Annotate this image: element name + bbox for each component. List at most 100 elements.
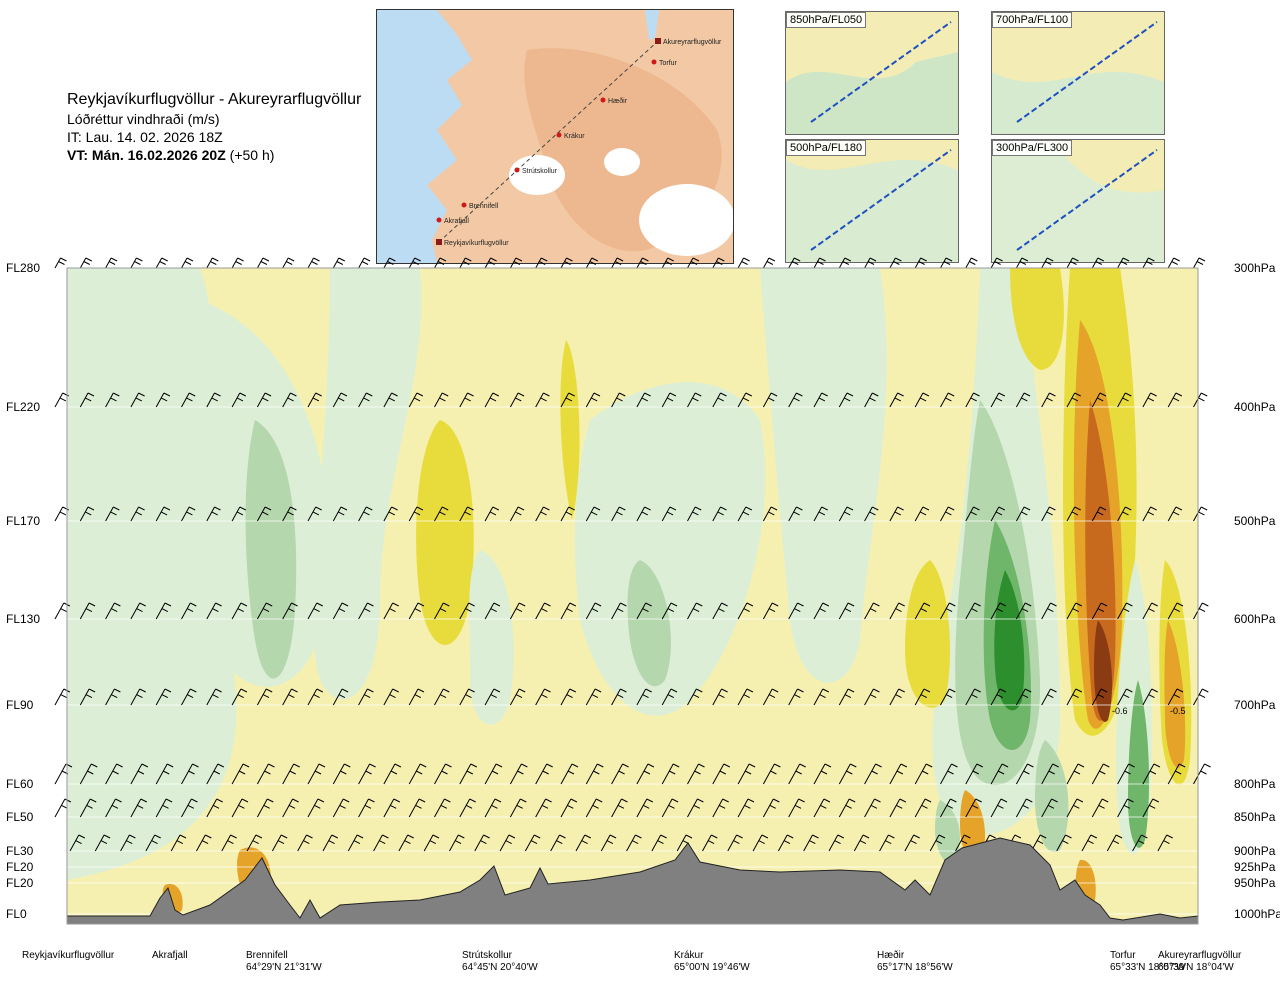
wind-barb <box>206 257 219 269</box>
thumbnail-500hpa[interactable]: 500hPa/FL180 <box>785 139 959 263</box>
flight-level-label: FL20 <box>6 876 34 890</box>
wind-barb <box>1066 763 1085 785</box>
wind-barb <box>434 602 450 620</box>
wind-barb <box>762 798 780 818</box>
wind-barb <box>256 688 273 706</box>
wind-barb <box>196 834 212 852</box>
wind-barb <box>434 392 449 408</box>
wind-barb <box>1117 798 1134 818</box>
location-coordinate: 64°45'N 20°40'W <box>462 962 538 973</box>
wind-barb <box>54 798 72 818</box>
wind-barb <box>206 602 222 620</box>
value-annotations: -0.6 -0.5 <box>1112 706 1186 716</box>
wind-barb <box>181 688 197 706</box>
fjord-north <box>645 10 659 40</box>
wind-barb <box>585 257 599 269</box>
wind-barb <box>940 392 955 408</box>
location-label: Akrafjall <box>152 950 188 962</box>
wind-barb <box>1157 834 1173 852</box>
wind-barb <box>737 506 753 522</box>
wind-barb <box>1066 392 1081 408</box>
wind-barb <box>585 506 601 522</box>
wind-barb <box>560 392 575 408</box>
wind-barb <box>484 392 500 408</box>
wind-barbs <box>54 257 1211 852</box>
wind-barb <box>130 763 149 785</box>
route-waypoint: Akrafjall <box>436 217 469 225</box>
thumbnail-850hpa[interactable]: 850hPa/FL050 <box>785 11 959 135</box>
location-name: Akrafjall <box>152 950 188 961</box>
wind-barb <box>1167 257 1180 269</box>
wind-barb <box>79 257 93 269</box>
wind-barb <box>687 688 703 706</box>
wind-barb <box>358 602 374 620</box>
wind-barb <box>105 688 121 706</box>
wind-barb <box>889 506 904 522</box>
wind-barb <box>1106 834 1123 852</box>
waypoint-label: Torfur <box>659 60 678 67</box>
velocity-contour <box>760 268 887 683</box>
wind-barb <box>687 602 703 620</box>
wind-barb <box>231 763 250 785</box>
wind-barb <box>332 798 350 818</box>
location-coordinate: 65°00'N 19°46'W <box>674 962 750 973</box>
wind-barb <box>130 602 146 620</box>
thumb-route <box>1016 21 1158 123</box>
wind-barb <box>737 392 753 408</box>
wind-barb <box>661 688 678 706</box>
wind-barb <box>788 798 805 818</box>
wind-barb <box>434 506 449 522</box>
wind-barb <box>206 688 222 706</box>
thumbnail-700hpa[interactable]: 700hPa/FL100 <box>991 11 1165 135</box>
wind-barb <box>332 763 351 785</box>
wind-barb <box>206 506 221 522</box>
wind-barb <box>904 834 920 852</box>
wind-barb <box>408 257 421 269</box>
wind-barb <box>459 602 475 620</box>
location-label: Strútskollur 64°45'N 20°40'W <box>462 950 538 974</box>
wind-barb <box>332 392 348 408</box>
wind-barb <box>1041 688 1057 706</box>
wind-barb <box>864 688 880 706</box>
wind-barb <box>130 392 145 408</box>
wind-barb <box>155 602 172 620</box>
wind-barb <box>1142 798 1160 818</box>
wind-barb <box>813 257 826 269</box>
wind-barb <box>1091 602 1108 620</box>
wind-barb <box>889 798 907 818</box>
wind-barb <box>914 257 927 269</box>
wind-barb <box>206 798 223 818</box>
location-name: Akureyrarflugvöllur <box>1158 950 1242 961</box>
wind-barb <box>1066 257 1079 269</box>
glacier-vatnajokull <box>639 184 733 256</box>
thumbnail-300hpa[interactable]: 300hPa/FL300 <box>991 139 1165 263</box>
wind-barb <box>1081 834 1098 852</box>
location-label: Reykjavíkurflugvöllur <box>22 950 114 962</box>
wind-barb <box>762 602 779 620</box>
location-label: Krákur 65°00'N 19°46'W <box>674 950 750 974</box>
wind-barb <box>54 392 69 408</box>
thumbnail-label: 300hPa/FL300 <box>992 140 1073 156</box>
wind-barb <box>79 798 97 818</box>
wind-barb <box>307 602 324 620</box>
wind-barb <box>459 257 472 269</box>
wind-barb <box>813 506 828 522</box>
wind-barb <box>120 834 136 852</box>
wind-barb <box>1066 688 1083 706</box>
pressure-level-label: 950hPa <box>1234 876 1276 890</box>
wind-barb <box>990 257 1003 269</box>
flight-level-label: FL30 <box>6 844 34 858</box>
wind-barb <box>762 392 778 408</box>
wind-barb <box>307 688 324 706</box>
waypoint-label: Hæðir <box>608 97 628 105</box>
wind-barb <box>383 602 399 620</box>
wind-barb <box>155 506 171 522</box>
wind-barb <box>256 257 270 269</box>
wind-barb <box>484 763 503 785</box>
chart-title-block: Reykjavíkurflugvöllur - Akureyrarflugvöl… <box>67 90 377 164</box>
wind-barb <box>940 763 958 785</box>
wind-barb <box>712 688 728 706</box>
waypoint-label: Brennifell <box>469 203 499 210</box>
wind-barb <box>575 834 592 852</box>
wind-barb <box>155 688 172 706</box>
